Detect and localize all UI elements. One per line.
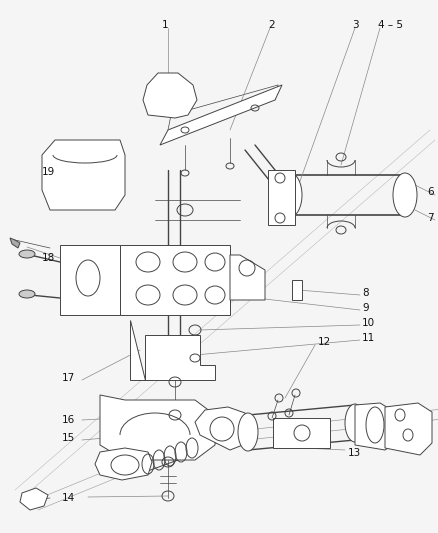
Polygon shape [130,320,215,380]
Ellipse shape [366,407,384,443]
Text: 3: 3 [352,20,359,30]
Polygon shape [292,280,302,300]
Text: 17: 17 [62,373,75,383]
Text: 10: 10 [362,318,375,328]
Polygon shape [95,448,152,480]
Ellipse shape [19,290,35,298]
Text: 15: 15 [62,433,75,443]
Polygon shape [10,238,20,248]
Text: 11: 11 [362,333,375,343]
Text: 19: 19 [42,167,55,177]
Text: 4 – 5: 4 – 5 [378,20,403,30]
Polygon shape [355,403,400,450]
Ellipse shape [345,404,365,442]
Text: 9: 9 [362,303,369,313]
Polygon shape [100,395,215,460]
Polygon shape [385,403,432,455]
Polygon shape [268,170,295,225]
Text: 13: 13 [348,448,361,458]
Text: 12: 12 [318,337,331,347]
Text: 14: 14 [62,493,75,503]
Polygon shape [195,407,248,450]
Text: 16: 16 [62,415,75,425]
Polygon shape [60,245,120,315]
Text: 2: 2 [268,20,275,30]
Text: 18: 18 [42,253,55,263]
Text: 8: 8 [362,288,369,298]
Polygon shape [160,85,282,145]
Polygon shape [42,140,125,210]
Polygon shape [20,488,48,510]
Polygon shape [120,245,230,315]
Text: 6: 6 [427,187,434,197]
Ellipse shape [238,413,258,451]
Text: 1: 1 [162,20,169,30]
Ellipse shape [393,173,417,217]
Polygon shape [230,255,265,300]
Ellipse shape [278,173,302,217]
Text: 7: 7 [427,213,434,223]
Polygon shape [273,418,330,448]
Ellipse shape [19,250,35,258]
Polygon shape [143,73,197,118]
